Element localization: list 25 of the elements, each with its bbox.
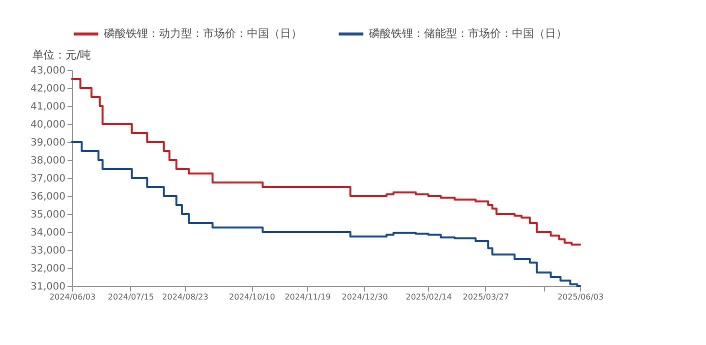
y-tick-label: 33,000 [30,246,66,256]
y-tick-label: 36,000 [30,192,66,202]
y-tick-label: 40,000 [30,120,66,130]
x-tick-label: 2024/06/03 [49,292,96,302]
x-tick-label: 2024/11/19 [284,292,331,302]
x-tick-label: 2025/03/27 [462,292,509,302]
legend-label: 磷酸铁锂：动力型：市场价：中国（日） [103,27,302,40]
y-tick-label: 37,000 [30,174,66,184]
y-tick-label: 42,000 [30,84,66,94]
legend-label: 磷酸铁锂：储能型：市场价：中国（日） [368,27,567,40]
y-axis-title: 单位：元/吨 [32,48,92,62]
y-tick-label: 38,000 [30,156,66,166]
y-tick-label: 31,000 [30,282,66,292]
x-tick-label: 2025/02/14 [406,292,452,302]
x-tick-label: 2024/10/10 [228,292,276,302]
y-tick-label: 32,000 [30,264,66,274]
y-tick-label: 39,000 [30,138,66,148]
y-tick-label: 43,000 [30,66,66,76]
y-tick-label: 35,000 [30,210,66,220]
x-tick-label: 2024/08/23 [162,292,208,302]
x-tick-label: 2024/12/30 [342,292,388,302]
x-tick-label: 2024/07/15 [108,292,154,302]
y-tick-label: 34,000 [30,228,66,238]
y-tick-label: 41,000 [30,102,66,112]
x-tick-label: 2025/06/03 [557,292,604,302]
